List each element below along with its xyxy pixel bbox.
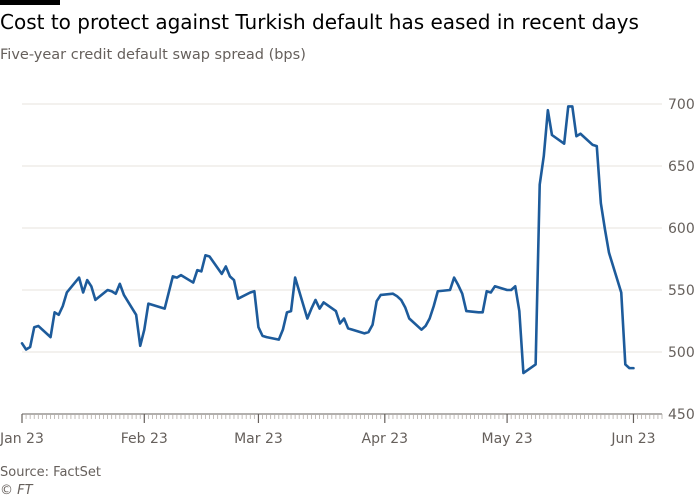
y-tick-label: 500 — [668, 345, 695, 361]
y-axis: 450 500 550 600 650 700 — [668, 97, 695, 423]
line-chart: 450 500 550 600 650 700 Jan 23 Feb 23 Mar 23 Apr… — [0, 97, 695, 447]
y-tick-label: 650 — [668, 159, 695, 175]
y-gridlines — [22, 103, 662, 353]
chart-subtitle: Five-year credit default swap spread (bp… — [0, 47, 306, 63]
x-tick-label: Feb 23 — [121, 431, 168, 447]
y-tick-label: 550 — [668, 283, 695, 299]
source-note: Source: FactSet — [0, 465, 102, 480]
x-tick-label: Jun 23 — [610, 431, 655, 447]
x-tick-label: May 23 — [481, 431, 532, 447]
cds-spread-line — [20, 105, 635, 375]
y-tick-label: 700 — [668, 97, 695, 113]
brand-accent-bar — [0, 0, 60, 5]
x-tick-label: Mar 23 — [234, 431, 283, 447]
x-axis: Jan 23 Feb 23 Mar 23 Apr 23 May 23 Jun 23 — [0, 413, 663, 447]
y-tick-label: 450 — [668, 407, 695, 423]
ft-credit: © FT — [0, 483, 33, 498]
x-tick-label: Apr 23 — [362, 431, 408, 447]
chart-title: Cost to protect against Turkish default … — [0, 10, 639, 34]
y-tick-label: 600 — [668, 221, 695, 237]
x-tick-label: Jan 23 — [0, 431, 44, 447]
